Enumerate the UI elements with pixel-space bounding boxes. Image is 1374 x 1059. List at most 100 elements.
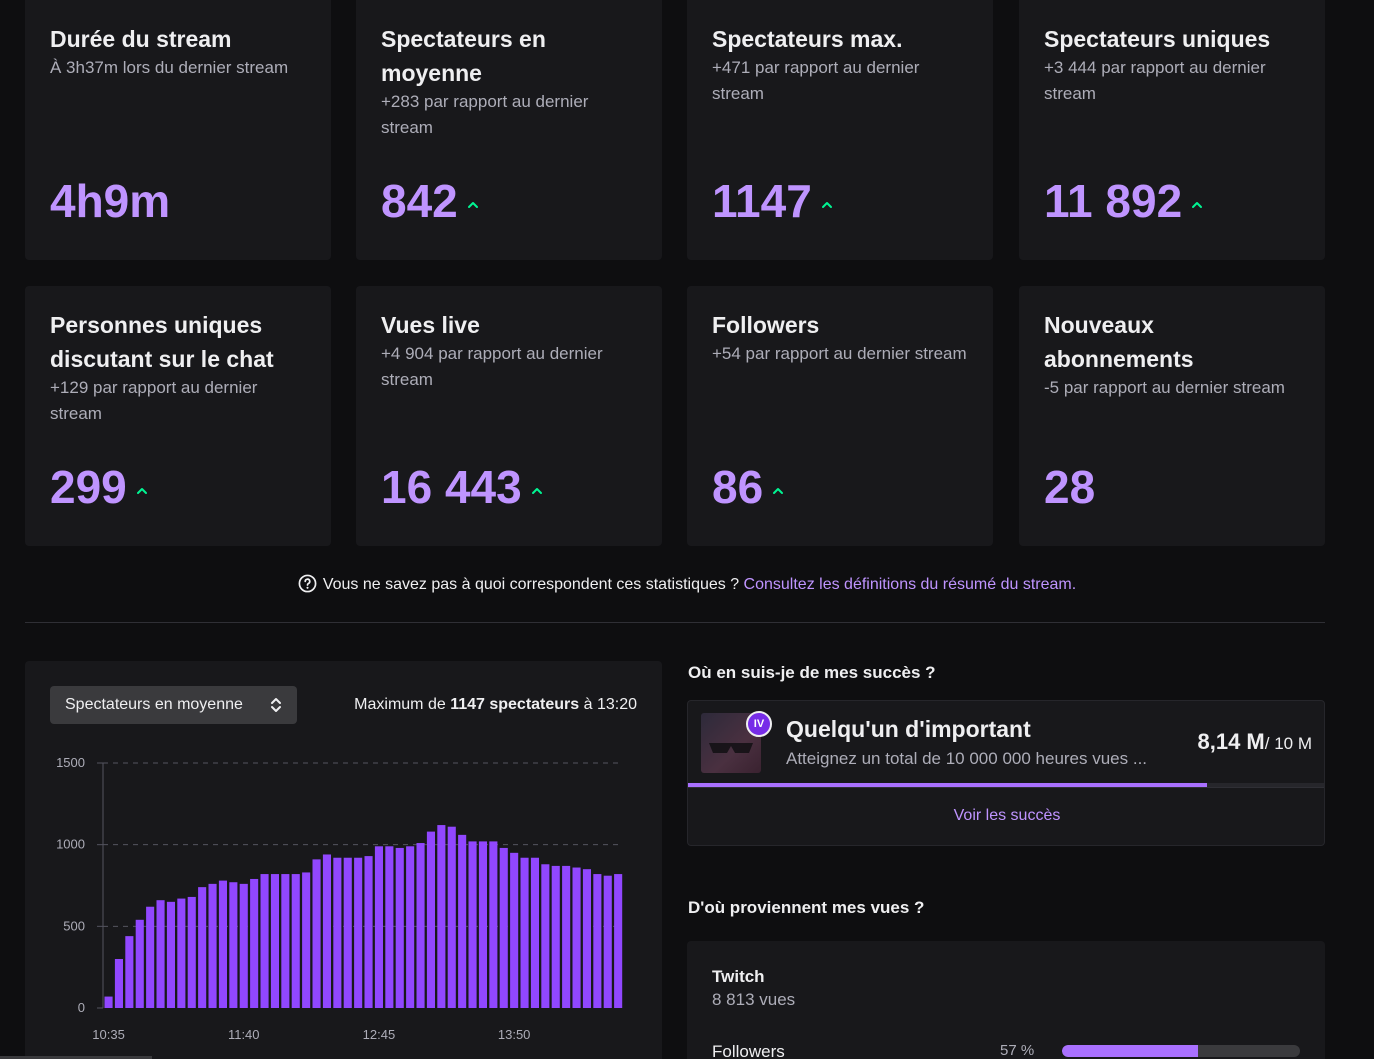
stat-comparison: +283 par rapport au dernier stream	[381, 92, 589, 137]
stat-value-text: 28	[1044, 461, 1096, 513]
source-row-bar-fill	[1062, 1045, 1198, 1057]
stat-comparison: +4 904 par rapport au dernier stream	[381, 344, 603, 389]
achievement-thumbnail	[701, 713, 761, 773]
chart-bar	[239, 883, 248, 1008]
stat-value: 4h9m	[50, 176, 170, 226]
stat-value: 11 892	[1044, 176, 1204, 226]
stat-title: Spectateurs uniques	[1044, 26, 1271, 52]
chart-bar	[416, 843, 425, 1008]
sources-section-title: D'où proviennent mes vues ?	[688, 898, 925, 917]
chart-bar	[593, 874, 602, 1008]
stat-value-text: 1147	[712, 175, 812, 227]
chart-bar	[437, 825, 446, 1008]
chart-bar	[374, 846, 383, 1008]
source-row-label: Followers	[712, 1042, 785, 1059]
chart-bar	[458, 834, 467, 1008]
chart-bar	[208, 883, 217, 1008]
chart-bar	[229, 882, 238, 1008]
stat-title: Personnes uniques discutant sur le chat	[50, 312, 274, 372]
x-tick-label: 13:50	[498, 1027, 531, 1041]
stat-value-text: 842	[381, 175, 458, 227]
stat-value-text: 4h9m	[50, 175, 171, 227]
stat-title: Spectateurs max.	[712, 26, 903, 52]
y-tick-label: 1500	[56, 755, 85, 770]
chart-bar	[603, 875, 612, 1008]
chart-bar	[260, 874, 269, 1008]
chart-bar	[562, 865, 571, 1008]
chart-bar	[385, 846, 394, 1008]
achievement-progress-bar	[688, 783, 1324, 787]
stat-card: Nouveaux abonnements -5 par rapport au de…	[1019, 286, 1325, 546]
help-circle-icon	[298, 574, 317, 593]
stat-card: Spectateurs uniques +3 444 par rapport au…	[1019, 0, 1325, 260]
achievement-progress: 8,14 M/ 10 M	[1197, 729, 1312, 754]
chart-bar	[614, 874, 623, 1008]
stat-value: 1147	[712, 176, 834, 226]
stat-card: Vues live +4 904 par rapport au dernier s…	[356, 286, 662, 546]
stat-card: Durée du stream À 3h37m lors du dernier s…	[25, 0, 331, 260]
stat-title: Followers	[712, 312, 820, 338]
stat-title: Durée du stream	[50, 26, 232, 52]
chart-bar	[395, 847, 404, 1008]
chart-bar	[530, 857, 539, 1008]
chart-bar	[572, 867, 581, 1008]
stat-comparison: À 3h37m lors du dernier stream	[50, 58, 289, 77]
x-tick-label: 11:40	[228, 1027, 260, 1041]
chart-bar	[198, 887, 207, 1008]
stat-value: 28	[1044, 462, 1095, 512]
y-tick-label: 1000	[56, 837, 85, 852]
chart-bar	[406, 846, 415, 1008]
trend-up-icon	[467, 202, 478, 208]
chart-bar	[426, 831, 435, 1008]
achievement-name: Quelqu'un d'important	[786, 716, 1031, 742]
chart-bar	[333, 857, 342, 1008]
chart-bar	[322, 854, 331, 1008]
chart-bar	[499, 847, 508, 1008]
source-name: Twitch	[712, 967, 765, 986]
stat-value: 842	[381, 176, 480, 226]
chart-bar	[218, 880, 227, 1008]
max-viewers-text: Maximum de 1147 spectateurs à 13:20	[354, 696, 637, 713]
chart-bar	[354, 857, 363, 1008]
chart-bar	[312, 859, 321, 1008]
y-tick-label: 0	[78, 1000, 85, 1015]
trend-up-icon	[1192, 202, 1203, 208]
chart-bar	[541, 864, 550, 1008]
stat-card: Spectateurs max. +471 par rapport au dern…	[687, 0, 993, 260]
metric-select[interactable]: Spectateurs en moyenne	[50, 686, 297, 724]
chart-bar	[582, 869, 591, 1008]
chart-bar	[135, 919, 144, 1008]
achievement-progress-fill	[688, 783, 1208, 787]
hint-text: Vous ne savez pas à quoi correspondent c…	[322, 576, 744, 593]
source-row-percent: 57 %	[1000, 1042, 1035, 1059]
chart-bar	[156, 900, 165, 1008]
sunglasses-icon	[709, 743, 753, 753]
chart-bar	[489, 841, 498, 1008]
stat-value: 299	[50, 462, 149, 512]
stat-value-text: 16 443	[381, 461, 522, 513]
max-viewers-bold: 1147 spectateurs	[450, 696, 580, 713]
trend-up-icon	[136, 488, 147, 494]
chart-bar	[291, 874, 300, 1008]
chart-bar	[478, 841, 487, 1008]
x-tick-label: 12:45	[363, 1027, 396, 1041]
stat-comparison: +54 par rapport au dernier stream	[712, 344, 967, 363]
achievement-card: IV Quelqu'un d'important Atteignez un to…	[687, 700, 1325, 846]
horizontal-scrollbar[interactable]	[0, 1056, 152, 1059]
viewers-chart-panel: Spectateurs en moyenne Maximum de 1147 s…	[25, 661, 662, 1059]
stats-hint: Vous ne savez pas à quoi correspondent c…	[0, 574, 1374, 594]
stat-value: 86	[712, 462, 785, 512]
chart-bar	[510, 852, 519, 1008]
select-chevron-icon	[271, 698, 281, 712]
stat-value-text: 11 892	[1044, 175, 1183, 227]
stat-comparison: +129 par rapport au dernier stream	[50, 378, 258, 423]
stat-title: Spectateurs en moyenne	[381, 26, 546, 86]
stat-card: Followers +54 par rapport au dernier stre…	[687, 286, 993, 546]
view-achievements-link[interactable]: Voir les succès	[953, 807, 1061, 824]
definitions-link[interactable]: Consultez les définitions du résumé du s…	[743, 576, 1077, 593]
stat-card: Spectateurs en moyenne +283 par rapport a…	[356, 0, 662, 260]
achievement-separator	[688, 787, 1324, 788]
chart-bar	[468, 841, 477, 1008]
trend-up-icon	[821, 202, 832, 208]
